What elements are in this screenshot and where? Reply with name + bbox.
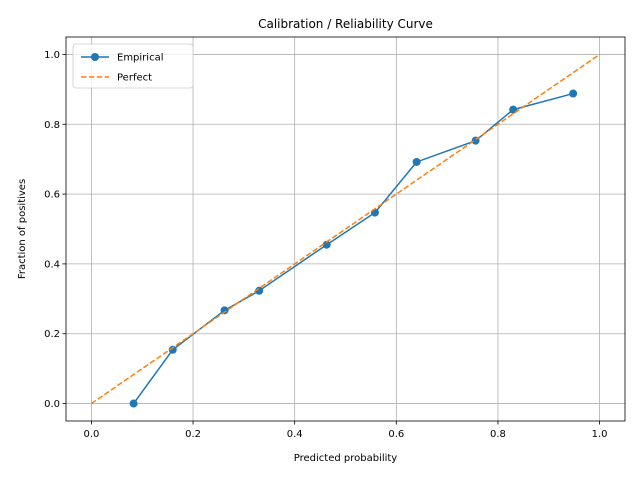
x-tick-label: 0.2	[185, 429, 201, 440]
y-tick-label: 0.2	[44, 329, 60, 340]
y-tick-label: 0.4	[44, 259, 60, 270]
empirical-point	[569, 89, 578, 98]
x-tick-label: 0.4	[287, 429, 303, 440]
legend-box	[72, 43, 194, 89]
empirical-point	[220, 306, 229, 315]
chart-title: Calibration / Reliability Curve	[258, 17, 433, 31]
y-tick-label: 0.0	[44, 399, 60, 410]
legend-empirical-marker	[91, 53, 99, 61]
y-tick-label: 0.8	[44, 120, 60, 131]
empirical-point	[412, 157, 421, 166]
empirical-point	[322, 240, 331, 249]
empirical-series-line	[132, 92, 574, 404]
legend-perfect-label: Perfect	[117, 73, 152, 84]
x-tick-label: 0.6	[388, 429, 404, 440]
y-tick-label: 0.6	[44, 190, 60, 201]
perfect-series-line	[90, 53, 601, 405]
y-tick-label: 1.0	[44, 50, 60, 61]
legend-empirical-label: Empirical	[117, 53, 163, 64]
legend: Empirical Perfect	[72, 43, 194, 89]
x-tick-label: 0.8	[490, 429, 506, 440]
x-axis-label: Predicted probability	[294, 453, 398, 464]
plot-frame	[65, 36, 626, 422]
x-tick-label: 0.0	[83, 429, 99, 440]
ticks-layer: 0.0 0.2 0.4 0.6 0.8 1.0 0.0 0.2 0.4 0.6 0.8 1.0	[44, 50, 607, 440]
x-tick-label: 1.0	[592, 429, 608, 440]
empirical-point	[129, 399, 138, 408]
y-axis-label: Fraction of positives	[17, 179, 28, 279]
series-layer	[90, 53, 601, 408]
empirical-point	[168, 345, 177, 354]
empirical-point	[255, 286, 264, 295]
